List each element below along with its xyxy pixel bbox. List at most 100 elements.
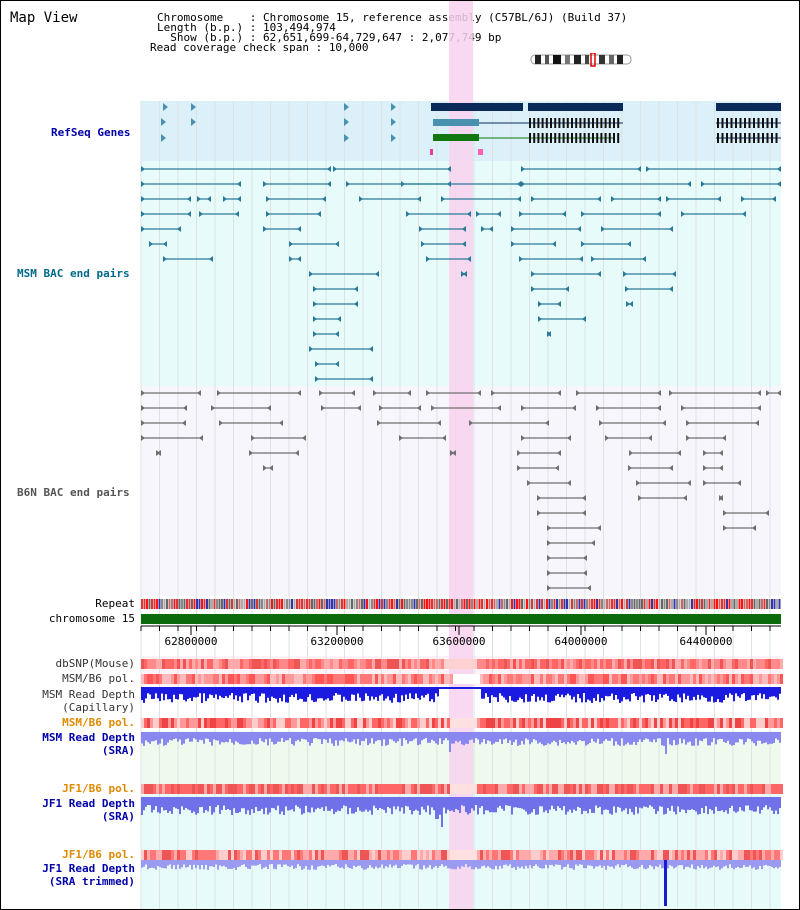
msm-pol2-cell [222,718,225,728]
msm-pol-cell [321,674,324,684]
jf1-sra-depth-bar [495,797,497,813]
jf1-sra-trimmed-depth-bar [441,860,443,865]
jf1-sra-trimmed-depth-bar [349,860,351,869]
repeat-tick [231,599,233,609]
msm-capillary-depth-bar [743,687,745,694]
msm-bac-pair-end [141,166,145,172]
msm-pol-cell [582,674,585,684]
jf1-sra-trimmed-depth-bar [627,860,629,868]
msm-pol2-cell [438,718,441,728]
dbsnp-cell [327,659,330,669]
track-label-msm-bac[interactable]: MSM BAC end pairs [17,267,130,280]
chromosome-ideogram[interactable] [529,53,635,67]
jf1-sra-depth-bar [557,797,559,807]
dbsnp-cell [420,659,423,669]
msm-capillary-depth-bar [357,687,359,694]
msm-pol-cell [243,674,246,684]
msm-capillary-depth-bar [409,687,411,694]
repeat-tick [401,599,403,609]
dbsnp-cell [312,659,315,669]
repeat-tick [501,599,503,609]
jf1-sra-trimmed-depth-bar [325,860,327,868]
jf1-pol2-cell [750,850,753,860]
msm-pol-cell [249,674,252,684]
track-label-msm-read-depth: MSM Read Depth [42,688,135,701]
repeat-tick [763,599,766,609]
jf1-pol2-cell [708,850,711,860]
dbsnp-cell [522,659,525,669]
jf1-pol2-cell [681,850,684,860]
msm-sra-depth-bar [429,732,431,743]
repeat-tick [666,599,668,609]
msm-bac-pair-end [346,181,350,187]
msm-sra-depth-bar [775,732,777,739]
msm-bac-pair-end [237,181,241,187]
msm-pol-cell [675,674,678,684]
gene-strand-marker [161,134,166,142]
jf1-sra-trimmed-depth-bar [715,860,717,868]
repeat-tick [723,599,726,609]
jf1-sra-depth-bar [539,797,541,807]
msm-bac-pair-end [327,166,331,172]
msm-capillary-depth-bar [401,687,403,696]
jf1-sra-depth-bar [629,797,631,809]
jf1-pol2-cell [429,850,432,860]
repeat-tick [443,599,446,609]
msm-bac-pair-end [263,226,267,232]
msm-capillary-depth-bar [619,687,621,703]
track-label-b6n-bac[interactable]: B6N BAC end pairs [17,486,130,499]
exon [537,133,540,143]
msm-pol-cell [780,674,783,684]
length-info: Length (b.p.) : 103,494,974 [157,22,336,33]
repeat-tick [623,599,626,609]
msm-pol2-cell [348,718,351,728]
jf1-sra-depth-bar [779,797,781,809]
jf1-pol-cell [768,784,771,794]
jf1-sra-depth-bar [595,797,597,806]
msm-sra-depth-bar [587,732,589,745]
msm-capillary-depth-bar [353,687,355,695]
msm-sra-depth-bar [375,732,377,742]
msm-pol2-cell [171,718,174,728]
msm-sra-depth-bar [767,732,769,745]
jf1-sra-depth-bar [665,797,667,814]
repeat-tick [226,599,228,609]
dbsnp-cell [369,659,372,669]
jf1-sra-trimmed-depth-bar [213,860,215,868]
jf1-sra-trimmed-depth-bar [679,860,681,866]
msm-capillary-depth-bar [419,687,421,700]
msm-capillary-depth-bar [633,687,635,694]
msm-pol-cell [387,674,390,684]
repeat-tick [358,599,361,609]
msm-pol-cell [546,674,549,684]
msm-pol-cell [324,674,327,684]
msm-pol2-cell [246,718,249,728]
repeat-tick [216,599,218,609]
msm-capillary-depth-bar [713,687,715,703]
jf1-pol-cell [522,784,525,794]
msm-sra-depth-bar [267,732,269,746]
msm-capillary-depth-bar [495,687,497,698]
msm-bac-pair-end [462,241,466,247]
msm-pol-cell [375,674,378,684]
exon [545,133,548,143]
msm-sra-depth-bar [279,732,281,742]
msm-pol2-cell [555,718,558,728]
msm-bac-pair-end [741,196,745,202]
msm-bac-pair-end [579,256,583,262]
msm-pol-cell [159,674,162,684]
msm-capillary-depth-bar [371,687,373,697]
msm-pol-cell [531,674,534,684]
msm-pol-cell [369,674,372,684]
msm-sra-depth-bar [669,732,671,745]
msm-sra-depth-bar [743,732,745,745]
dbsnp-cell [456,659,459,669]
repeat-tick [151,599,153,609]
jf1-sra-depth-bar [669,797,671,811]
jf1-pol2-cell [711,850,714,860]
jf1-sra-depth-bar [341,797,343,809]
jf1-sra-depth-bar [499,797,501,806]
b6n-bac-pair-end [197,390,201,396]
track-label-refseq[interactable]: RefSeq Genes [51,126,131,139]
